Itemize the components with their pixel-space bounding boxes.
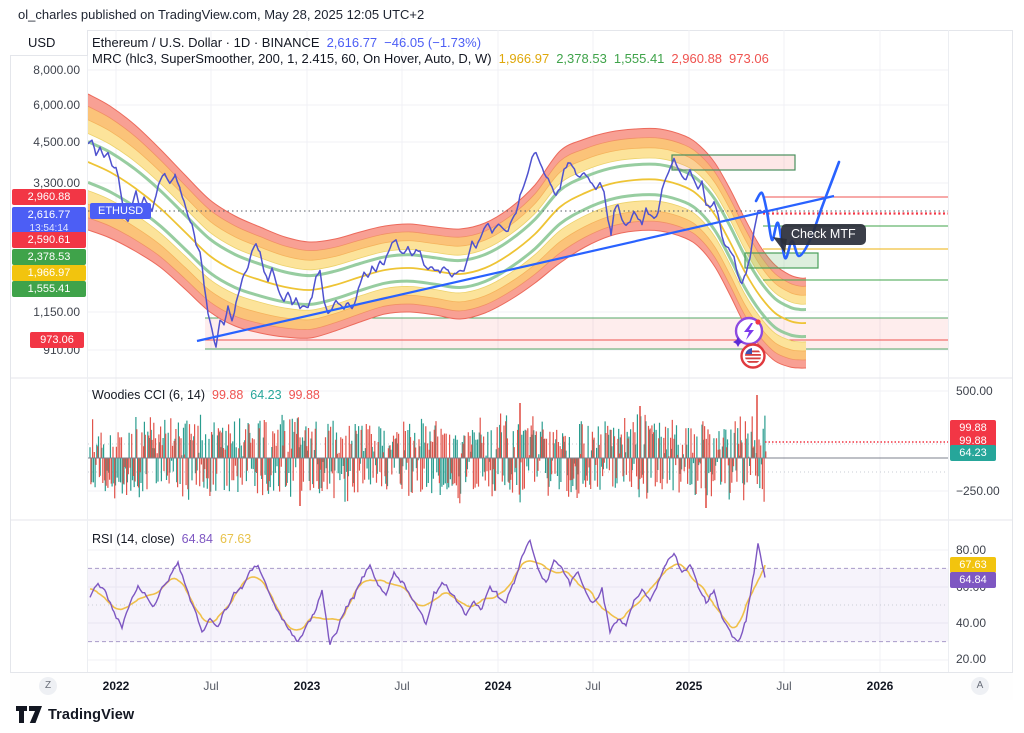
symbol-legend[interactable]: Ethereum / U.S. Dollar · 1D · BINANCE 2,6… [92, 35, 481, 50]
price-badge: 2,590.61 [12, 232, 86, 248]
price-axis-label: 3,300.00 [33, 176, 80, 190]
cci-spikes [299, 395, 758, 508]
drawn-box[interactable] [744, 252, 819, 269]
us-flag-event-icon[interactable] [740, 343, 766, 369]
currency-axis-button[interactable]: USD [10, 30, 88, 56]
indicator-axis-label: 20.00 [956, 652, 987, 666]
cci-legend[interactable]: Woodies CCI (6, 14) 99.88 64.23 99.88 [92, 388, 320, 402]
time-axis-label: Jul [394, 679, 410, 693]
check-mtf-tooltip: Check MTF [771, 224, 866, 253]
rsi-legend[interactable]: RSI (14, close) 64.84 67.63 [92, 532, 251, 546]
symbol-legend-value: −46.05 (−1.73%) [384, 35, 482, 50]
mrc-legend-value: 2,960.88 [671, 51, 723, 66]
rsi-pane[interactable] [88, 538, 948, 645]
publish-line: ol_charles published on TradingView.com,… [18, 7, 425, 22]
timezone-button[interactable]: Z [39, 677, 57, 695]
tooltip-tail [771, 237, 787, 253]
symbol-price-label: ETHUSD [90, 203, 152, 219]
plot-area[interactable] [88, 93, 948, 645]
price-axis-label: 6,000.00 [33, 98, 80, 112]
mrc-band-ribbon [88, 106, 806, 296]
cci-bars-teal [89, 414, 766, 503]
projection-path[interactable] [754, 160, 841, 260]
time-axis-label: 2023 [293, 679, 321, 693]
price-axis-label: 4,500.00 [33, 135, 80, 149]
mrc-band-ribbon [88, 204, 806, 360]
time-axis-label: 2026 [866, 679, 894, 693]
time-axis[interactable]: 2022 Jul 2023 Jul 2024 Jul 2025 Jul 2026 Z A [10, 672, 1013, 700]
rsi-legend-value: 64.84 [181, 532, 213, 546]
time-axis-label: Jul [203, 679, 219, 693]
mrc-green-line [88, 140, 807, 312]
time-axis-label: 2025 [675, 679, 703, 693]
mrc-center-line [88, 161, 807, 325]
rsi-line [89, 538, 766, 645]
indicator-axis-label: −250.00 [956, 484, 1000, 498]
mrc-legend[interactable]: MRC (hlc3, SuperSmoother, 200, 1, 2.415,… [92, 51, 769, 66]
axis-settings-button[interactable]: A [971, 677, 989, 695]
mrc-title: MRC (hlc3, SuperSmoother, 200, 1, 2.415,… [92, 51, 492, 66]
cci-legend-value: 99.88 [288, 388, 320, 402]
time-axis-label: 2022 [102, 679, 130, 693]
indicator-axis-label: 500.00 [956, 384, 993, 398]
time-axis-label: 2024 [484, 679, 512, 693]
price-axis-left[interactable] [10, 56, 88, 672]
tradingview-logo-text: TradingView [48, 706, 135, 723]
drawn-box[interactable] [671, 154, 796, 171]
time-axis-label: Jul [585, 679, 601, 693]
price-line [88, 139, 766, 348]
cci-pane[interactable] [88, 395, 948, 508]
indicator-axis-label: 80.00 [956, 543, 987, 557]
mrc-band-ribbon [88, 217, 806, 369]
symbol-title: Ethereum / U.S. Dollar · 1D · BINANCE [92, 35, 320, 50]
price-badge: 1,555.41 [12, 281, 86, 297]
mrc-legend-value: 1,555.41 [613, 51, 665, 66]
mrc-legend-value: 973.06 [729, 51, 769, 66]
rsi-legend-value: 67.63 [219, 532, 252, 546]
mrc-band-ribbon [88, 190, 806, 351]
rsi-ma-line [89, 560, 766, 631]
mrc-band-ribbon [88, 94, 806, 287]
mrc-band [88, 93, 807, 369]
indicator-axis-right[interactable] [948, 30, 1014, 672]
rsi-title: RSI (14, close) [92, 532, 175, 546]
price-badge: 2,960.88 [12, 189, 86, 205]
price-axis-label: 8,000.00 [33, 63, 80, 77]
indicator-badge: 64.23 [950, 445, 996, 461]
indicator-badge: 67.63 [950, 557, 996, 573]
mrc-legend-value: 2,378.53 [556, 51, 607, 66]
price-badge: 2,378.53 [12, 249, 86, 265]
cci-legend-value: 64.23 [250, 388, 282, 402]
time-axis-label: Jul [776, 679, 792, 693]
gridlines [10, 30, 1013, 672]
symbol-legend-value: 2,616.77 [326, 35, 378, 50]
mrc-legend-value: 1,966.97 [498, 51, 550, 66]
indicator-badge: 64.84 [950, 572, 996, 588]
indicator-badge: 99.88 [950, 420, 996, 436]
indicator-axis-label: 40.00 [956, 616, 987, 630]
price-badge: 2,616.77 13:54:14 [12, 207, 86, 235]
price-axis-label: 1,150.00 [33, 305, 80, 319]
tradingview-logo-icon [16, 706, 42, 723]
price-badge: 973.06 [30, 332, 84, 348]
tradingview-logo[interactable]: TradingView [16, 706, 134, 723]
trend-line[interactable] [196, 194, 835, 343]
cci-bars-red [90, 413, 767, 504]
mrc-band-ribbon [88, 119, 806, 305]
cci-title: Woodies CCI (6, 14) [92, 388, 206, 402]
cci-legend-value: 99.88 [212, 388, 244, 402]
price-badge: 1,966.97 [12, 265, 86, 281]
